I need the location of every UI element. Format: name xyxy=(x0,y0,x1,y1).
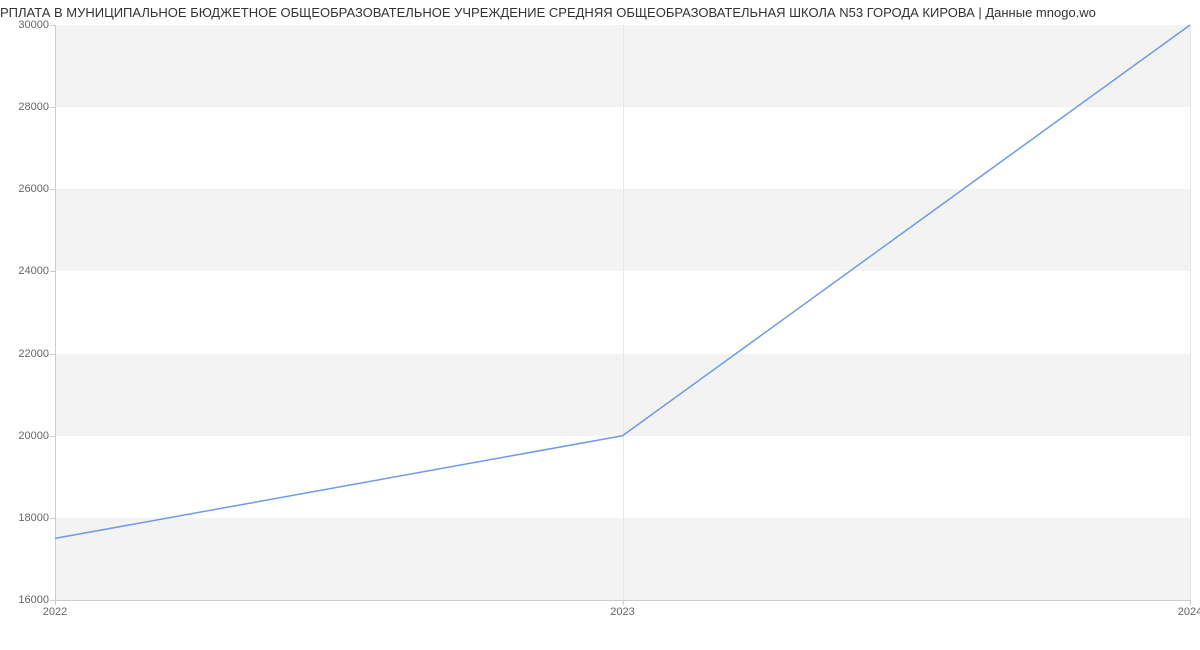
y-tick-label: 30000 xyxy=(18,19,49,31)
y-tick-label: 22000 xyxy=(18,348,49,360)
chart-plot-area: 1600018000200002200024000260002800030000… xyxy=(55,25,1190,600)
y-tick-label: 20000 xyxy=(18,430,49,442)
x-tick-label: 2022 xyxy=(43,606,67,618)
x-tick-label: 2024 xyxy=(1178,606,1200,618)
y-tick-label: 16000 xyxy=(18,594,49,606)
gridline-vertical xyxy=(1190,25,1191,600)
y-tick-label: 26000 xyxy=(18,183,49,195)
y-tick-label: 24000 xyxy=(18,265,49,277)
x-axis-line xyxy=(55,600,1190,601)
y-tick-label: 28000 xyxy=(18,101,49,113)
line-series xyxy=(55,25,1190,600)
x-tick-label: 2023 xyxy=(610,606,634,618)
x-tick xyxy=(1190,600,1191,605)
y-tick-label: 18000 xyxy=(18,512,49,524)
chart-title: РПЛАТА В МУНИЦИПАЛЬНОЕ БЮДЖЕТНОЕ ОБЩЕОБР… xyxy=(0,5,1200,20)
